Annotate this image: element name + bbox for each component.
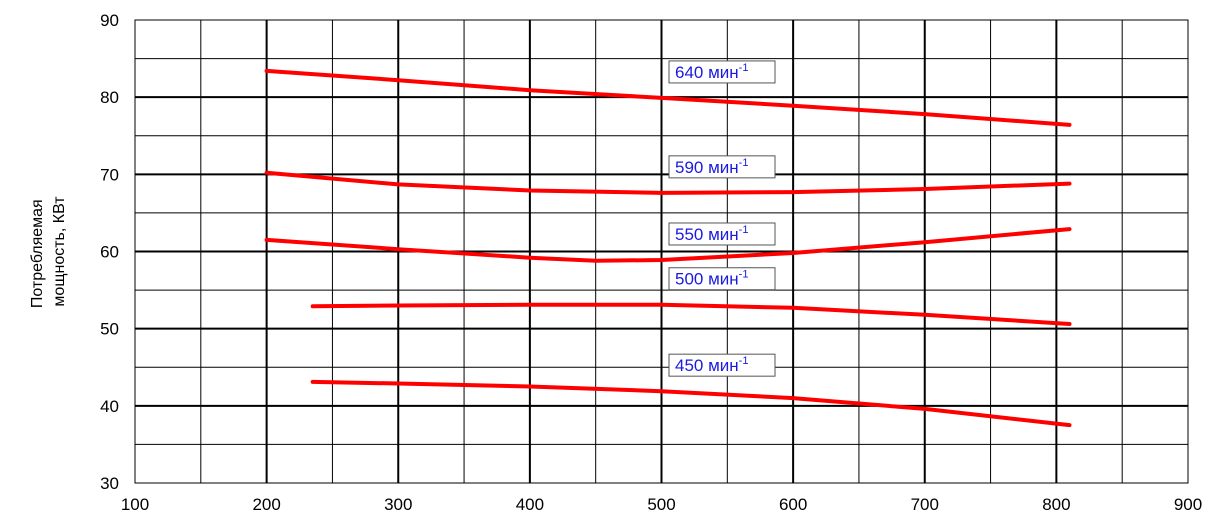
x-tick-label: 900 [1174,495,1202,514]
series-label-text: 640 мин-1 [675,62,748,82]
plot-frame [134,19,1189,484]
series-line-4 [310,302,1072,326]
series-label-text: 590 мин-1 [675,157,748,177]
series-line-5 [310,379,1072,428]
x-tick-label: 100 [121,495,149,514]
x-tick-label: 400 [516,495,544,514]
y-axis-label-line-2: мощность, КВт [51,196,68,307]
series-labels: 640 мин-1 590 мин-1 550 мин-1 500 мин-1 450 … [668,60,776,377]
series-lines [264,68,1072,428]
x-tick-label: 800 [1042,495,1070,514]
y-tick-label: 90 [100,11,119,30]
series-line-1 [264,68,1072,127]
series-line-2 [264,170,1072,195]
series-label-box [668,155,776,179]
y-tick-label: 80 [100,88,119,107]
series-label-text: 450 мин-1 [675,355,748,375]
series-label-box [668,267,776,291]
y-tick-label: 50 [100,320,119,339]
series-label-box [668,222,776,246]
series-label-3: 550 мин-1 [668,222,776,246]
y-tick-label: 40 [100,397,119,416]
series-label-2: 590 мин-1 [668,155,776,179]
series-label-box [668,60,776,84]
x-tick-label: 600 [779,495,807,514]
x-tick-label: 700 [911,495,939,514]
series-label-4: 500 мин-1 [668,267,776,291]
x-axis-ticks: 100 200 300 400 500 600 700 800 900 [121,495,1202,514]
y-tick-label: 70 [100,165,119,184]
x-tick-label: 500 [647,495,675,514]
x-tick-label: 200 [252,495,280,514]
y-axis-label-line-1: Потребляемая [29,199,46,308]
y-tick-label: 30 [100,474,119,493]
series-label-text: 500 мин-1 [675,269,748,289]
series-label-text: 550 мин-1 [675,224,748,244]
y-tick-label: 60 [100,243,119,262]
y-axis-ticks: 30 40 50 60 70 80 90 [100,11,119,493]
series-label-1: 640 мин-1 [668,60,776,84]
grid-major [135,20,1188,483]
series-label-5: 450 мин-1 [668,353,776,377]
x-tick-label: 300 [384,495,412,514]
series-label-box [668,353,776,377]
series-line-3 [264,227,1072,263]
y-axis-label: Потребляемая мощность, КВт [29,195,68,308]
